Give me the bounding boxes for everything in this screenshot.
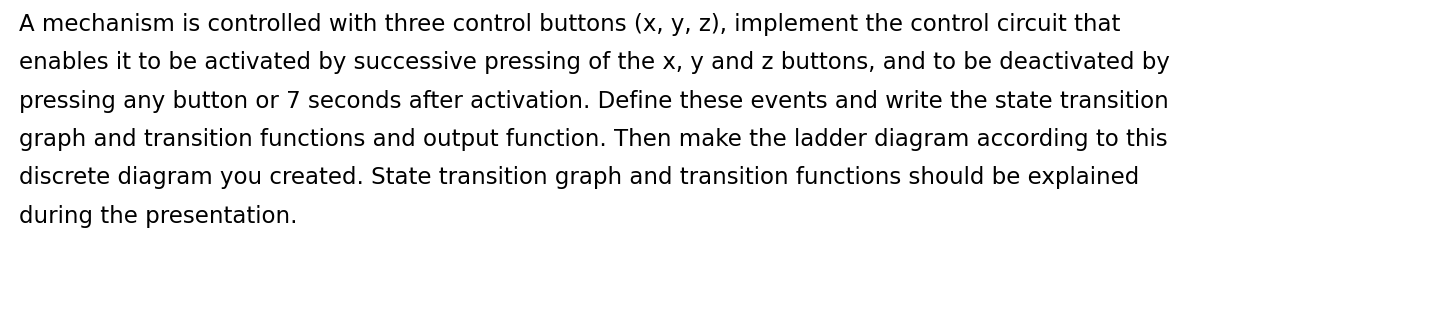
Text: A mechanism is controlled with three control buttons (x, y, z), implement the co: A mechanism is controlled with three con… bbox=[19, 13, 1170, 228]
